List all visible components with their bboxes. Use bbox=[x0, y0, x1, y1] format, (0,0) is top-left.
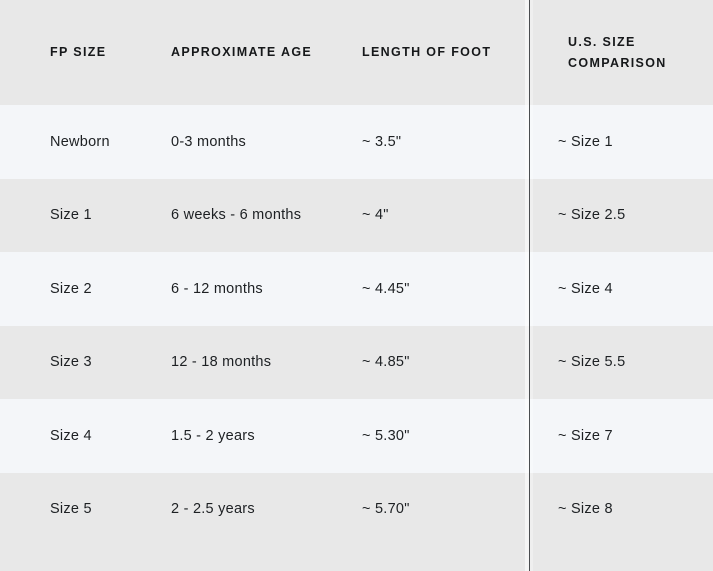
cell-fp-size: Size 4 bbox=[50, 427, 92, 444]
cell-length-of-foot: ~ 5.30" bbox=[362, 427, 410, 444]
table-row: Size 2 6 - 12 months ~ 4.45" ~ Size 4 bbox=[0, 252, 713, 326]
cell-approximate-age: 2 - 2.5 years bbox=[171, 501, 255, 518]
cell-fp-size: Newborn bbox=[50, 133, 110, 150]
table-header-row: FP SIZE APPROXIMATE AGE LENGTH OF FOOT U… bbox=[0, 0, 713, 105]
cell-approximate-age: 12 - 18 months bbox=[171, 354, 272, 371]
table-row: Size 4 1.5 - 2 years ~ 5.30" ~ Size 7 bbox=[0, 399, 713, 473]
cell-length-of-foot: ~ 4.85" bbox=[362, 354, 410, 371]
cell-length-of-foot: ~ 5.70" bbox=[362, 501, 410, 518]
column-header-us-size-comparison: U.S. SIZE COMPARISON bbox=[529, 0, 713, 105]
column-header-us-size-line1: U.S. SIZE bbox=[568, 34, 636, 49]
cell-length-of-foot: ~ 4.45" bbox=[362, 280, 410, 297]
column-header-fp-size-label: FP SIZE bbox=[50, 45, 107, 60]
cell-us-size-comparison: ~ Size 2.5 bbox=[558, 207, 626, 224]
column-header-fp-size: FP SIZE bbox=[0, 0, 163, 105]
cell-approximate-age: 1.5 - 2 years bbox=[171, 427, 255, 444]
cell-length-of-foot: ~ 3.5" bbox=[362, 133, 402, 150]
column-divider-line bbox=[529, 0, 531, 571]
table-row: Size 3 12 - 18 months ~ 4.85" ~ Size 5.5 bbox=[0, 325, 713, 399]
column-header-approximate-age: APPROXIMATE AGE bbox=[163, 0, 358, 105]
column-header-us-size-line2: COMPARISON bbox=[568, 55, 667, 70]
cell-us-size-comparison: ~ Size 7 bbox=[558, 427, 613, 444]
column-header-length-of-foot-label: LENGTH OF FOOT bbox=[362, 45, 492, 60]
table-row: Size 1 6 weeks - 6 months ~ 4" ~ Size 2.… bbox=[0, 178, 713, 252]
cell-fp-size: Size 3 bbox=[50, 354, 92, 371]
cell-fp-size: Size 5 bbox=[50, 501, 92, 518]
cell-approximate-age: 6 - 12 months bbox=[171, 280, 263, 297]
column-header-length-of-foot: LENGTH OF FOOT bbox=[358, 0, 529, 105]
cell-us-size-comparison: ~ Size 4 bbox=[558, 280, 613, 297]
cell-approximate-age: 6 weeks - 6 months bbox=[171, 207, 302, 224]
column-divider-highlight-right bbox=[530, 0, 534, 571]
column-header-us-size-comparison-label: U.S. SIZE COMPARISON bbox=[568, 32, 667, 73]
cell-us-size-comparison: ~ Size 1 bbox=[558, 133, 613, 150]
table-body: Newborn 0-3 months ~ 3.5" ~ Size 1 Size … bbox=[0, 105, 713, 571]
cell-fp-size: Size 1 bbox=[50, 207, 92, 224]
cell-us-size-comparison: ~ Size 5.5 bbox=[558, 354, 626, 371]
table-row: Newborn 0-3 months ~ 3.5" ~ Size 1 bbox=[0, 105, 713, 179]
column-header-approximate-age-label: APPROXIMATE AGE bbox=[171, 45, 313, 60]
cell-us-size-comparison: ~ Size 8 bbox=[558, 501, 613, 518]
column-divider-highlight-left bbox=[525, 0, 529, 571]
cell-approximate-age: 0-3 months bbox=[171, 133, 247, 150]
cell-fp-size: Size 2 bbox=[50, 280, 92, 297]
cell-length-of-foot: ~ 4" bbox=[362, 207, 389, 224]
table-row: Size 5 2 - 2.5 years ~ 5.70" ~ Size 8 bbox=[0, 472, 713, 571]
